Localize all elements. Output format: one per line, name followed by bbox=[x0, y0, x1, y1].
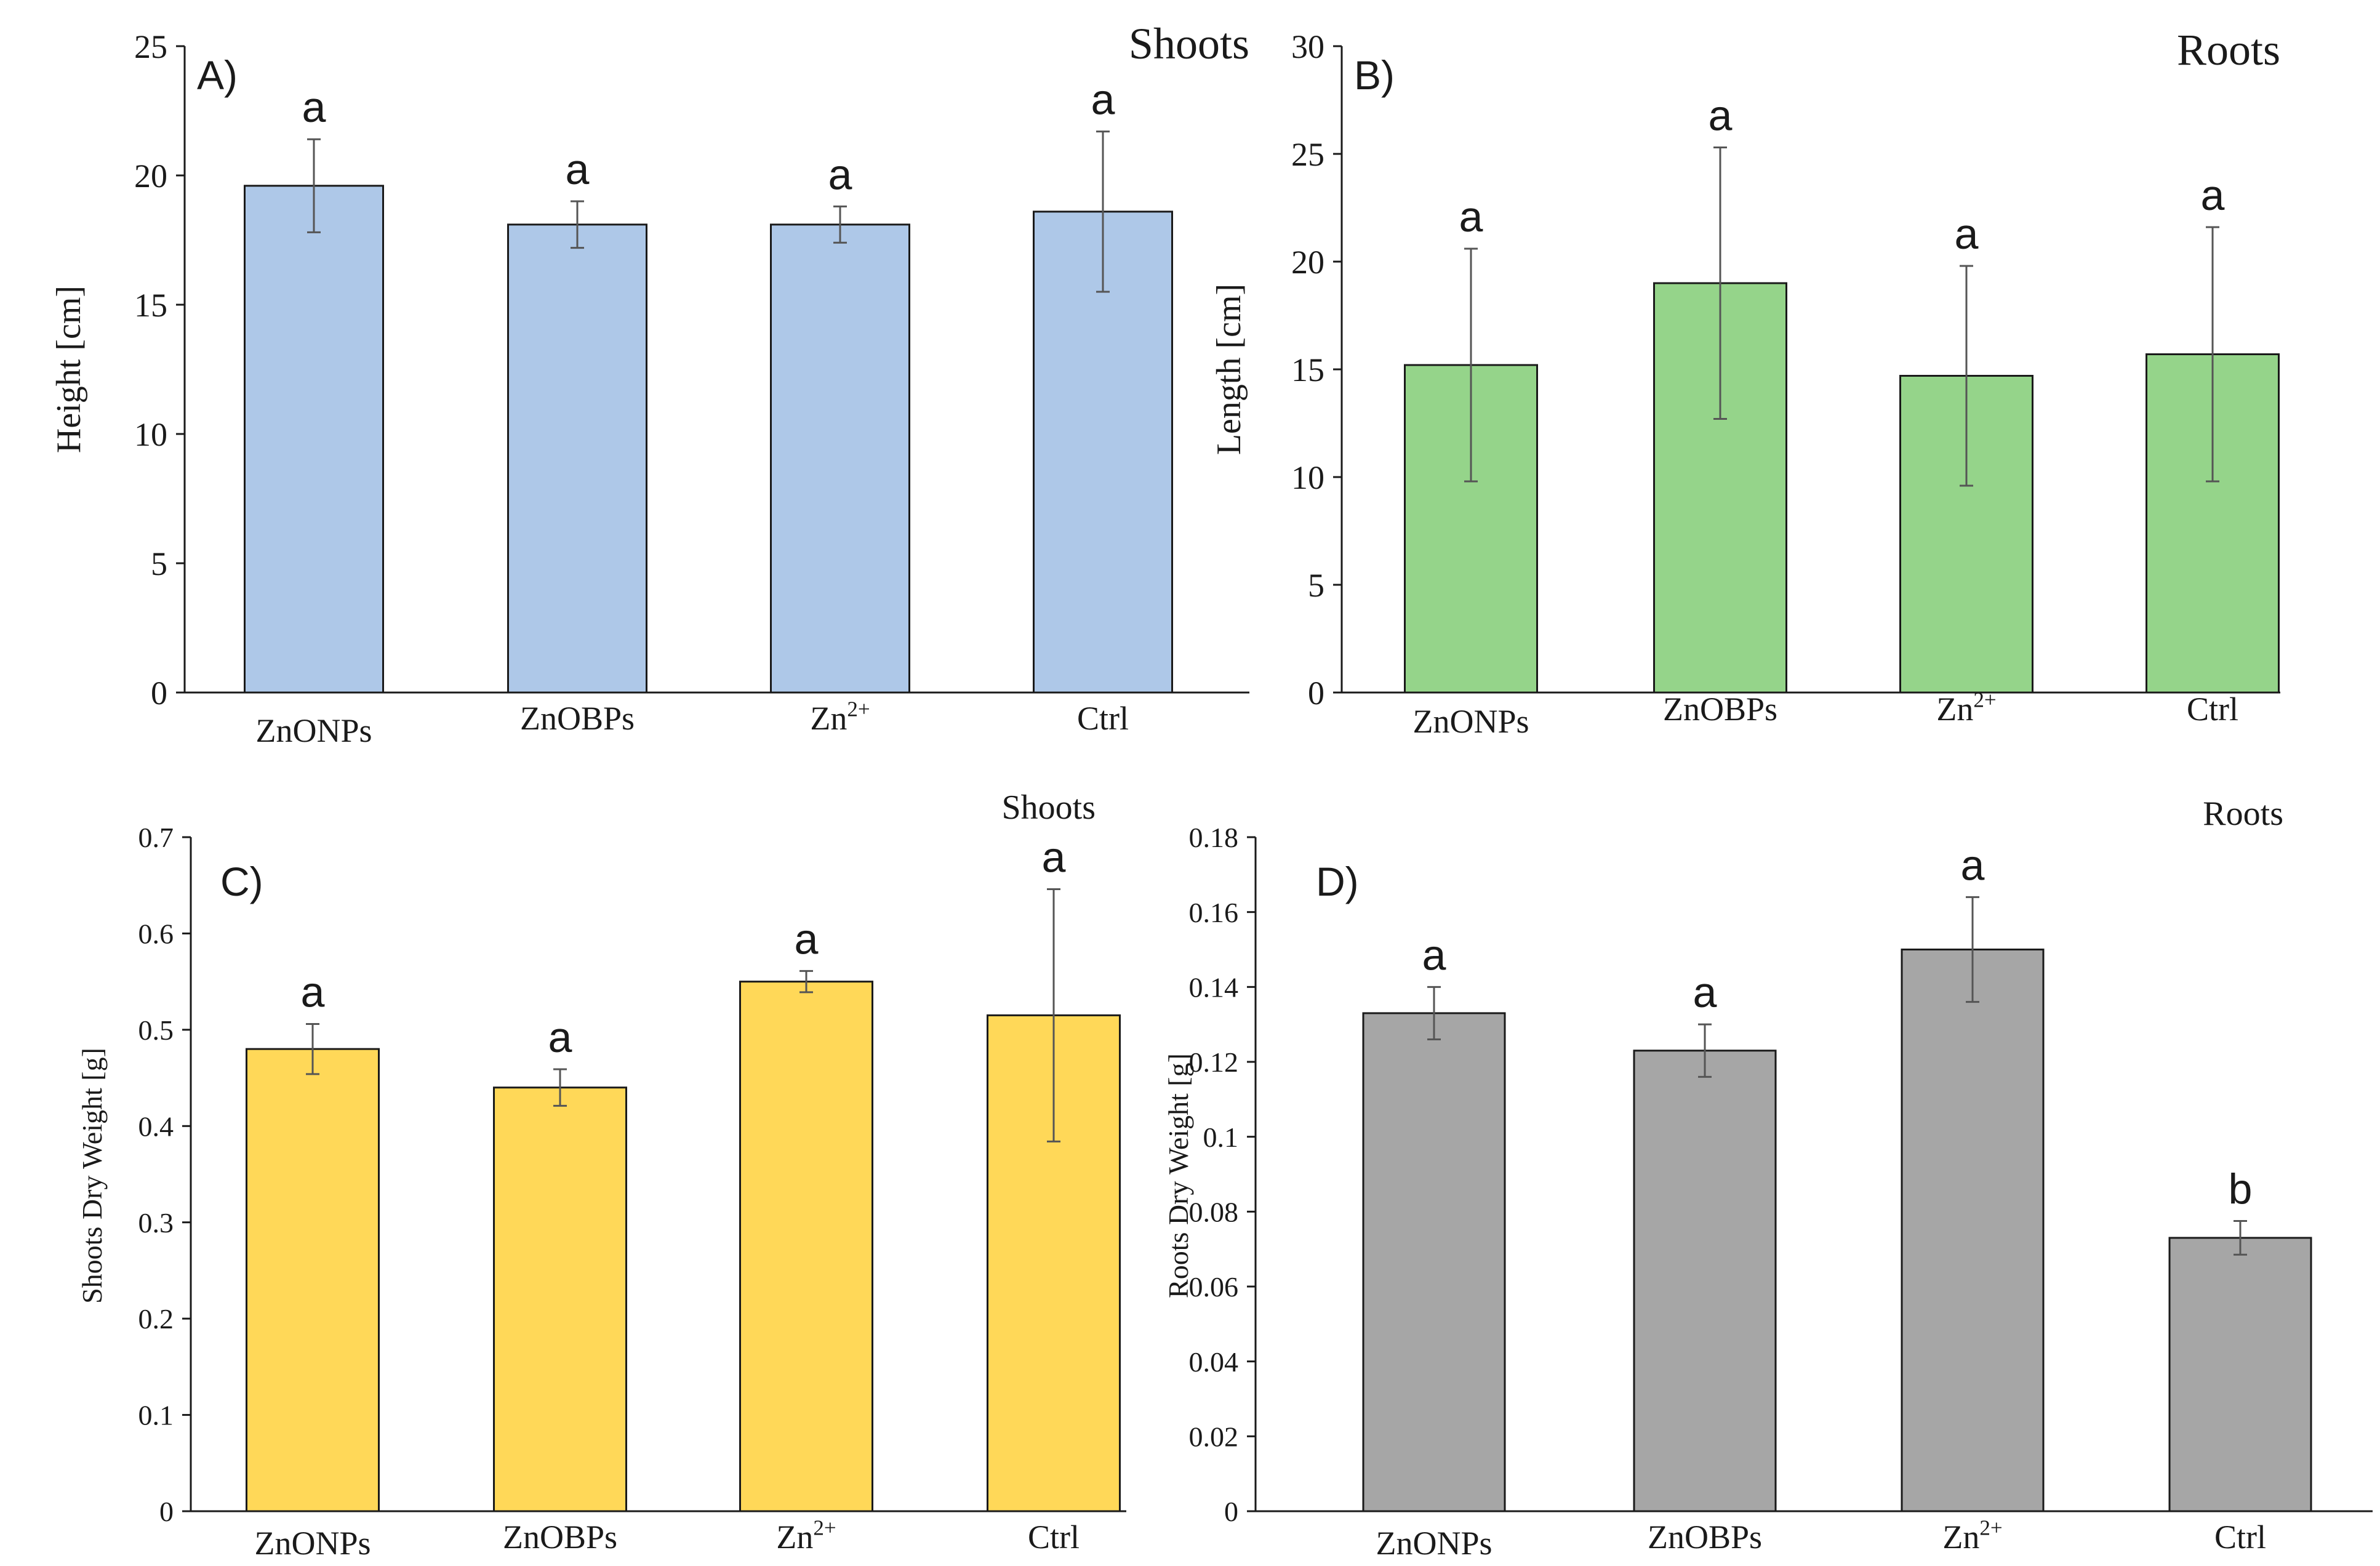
y-tick-label: 0.14 bbox=[1189, 971, 1239, 1003]
y-axis-title: Roots Dry Weight [g] bbox=[1163, 1053, 1194, 1298]
y-tick-label: 15 bbox=[134, 287, 167, 324]
x-category-label: ZnONPs bbox=[1412, 703, 1529, 740]
bar bbox=[739, 981, 873, 1512]
x-category-label: ZnONPs bbox=[255, 712, 372, 749]
panel-title: Roots bbox=[2203, 795, 2283, 833]
significance-label: a bbox=[302, 83, 326, 131]
chart-panel-c: 0 0.1 0.2 0.3 0.4 0.5 0.6 0.7 Shoots Dry Weight … bbox=[76, 789, 1126, 1562]
bar bbox=[1633, 1050, 1777, 1512]
y-tick-label: 0 bbox=[151, 675, 167, 712]
significance-label: a bbox=[795, 915, 819, 963]
x-category-label: ZnOBPs bbox=[520, 700, 635, 737]
bar bbox=[1362, 1012, 1506, 1512]
y-tick-label: 15 bbox=[1291, 351, 1324, 388]
y-tick-label: 5 bbox=[151, 545, 167, 582]
significance-label: a bbox=[1422, 931, 1446, 979]
x-category-label: Ctrl bbox=[2214, 1519, 2266, 1556]
x-category-label: Zn2+ bbox=[776, 1516, 836, 1556]
x-category-label: ZnONPs bbox=[254, 1525, 371, 1562]
y-tick-label: 30 bbox=[1291, 28, 1324, 65]
y-tick-label: 25 bbox=[134, 28, 167, 65]
y-tick-label: 0.5 bbox=[138, 1014, 174, 1046]
significance-label: a bbox=[1961, 841, 1985, 889]
y-tick-label: 0.04 bbox=[1189, 1346, 1239, 1378]
chart-panel-d: 0 0.02 0.04 0.06 0.08 0.1 0.12 0.14 0.16 0.18 Root… bbox=[1163, 795, 2373, 1562]
chart-panel-a: 0 5 10 15 20 25 Height [cm] Shoots A) a ZnONPs a ZnO… bbox=[50, 19, 1249, 749]
y-tick-label: 0.7 bbox=[138, 822, 174, 853]
y-tick-label: 20 bbox=[1291, 244, 1324, 281]
bar bbox=[2168, 1237, 2312, 1512]
significance-label: a bbox=[2201, 171, 2225, 219]
x-category-label: ZnOBPs bbox=[503, 1519, 617, 1556]
bar bbox=[246, 1048, 380, 1512]
y-tick-label: 0.12 bbox=[1189, 1046, 1239, 1078]
significance-label: a bbox=[1693, 968, 1717, 1016]
panel-label: B) bbox=[1354, 52, 1395, 98]
chart-panel-b: 0 5 10 15 20 25 30 Length [cm] Roots B) a ZnONPs a Zn… bbox=[1210, 25, 2280, 740]
x-category-label: Ctrl bbox=[2187, 691, 2238, 728]
significance-label: a bbox=[301, 968, 325, 1016]
x-category-label: ZnOBPs bbox=[1663, 691, 1777, 728]
y-tick-label: 0 bbox=[1224, 1496, 1238, 1527]
x-category-label: Zn2+ bbox=[1936, 688, 1996, 728]
y-tick-label: 0.6 bbox=[138, 918, 174, 950]
panel-title: Shoots bbox=[1002, 789, 1096, 827]
x-category-label: Zn2+ bbox=[1942, 1516, 2002, 1556]
significance-label: a bbox=[1709, 92, 1733, 140]
x-category-label: Ctrl bbox=[1028, 1519, 1080, 1556]
y-tick-label: 25 bbox=[1291, 136, 1324, 173]
significance-label: b bbox=[2229, 1165, 2253, 1213]
significance-label: a bbox=[566, 145, 590, 193]
significance-label: a bbox=[1955, 210, 1979, 258]
y-axis-title: Height [cm] bbox=[50, 286, 88, 453]
x-category-label: Ctrl bbox=[1077, 700, 1129, 737]
y-tick-label: 20 bbox=[134, 158, 167, 195]
significance-label: a bbox=[1042, 833, 1066, 881]
panel-title: Roots bbox=[2177, 25, 2280, 74]
x-category-label: ZnONPs bbox=[1376, 1525, 1492, 1562]
y-tick-label: 0 bbox=[1308, 675, 1324, 712]
y-tick-label: 5 bbox=[1308, 567, 1324, 604]
panel-title: Shoots bbox=[1129, 19, 1249, 68]
bar bbox=[244, 185, 384, 694]
y-tick-label: 0.4 bbox=[138, 1110, 174, 1142]
panel-label: A) bbox=[197, 52, 238, 98]
bar bbox=[493, 1086, 627, 1512]
y-tick-label: 10 bbox=[1291, 459, 1324, 496]
y-tick-label: 0.3 bbox=[138, 1207, 174, 1239]
y-tick-label: 0.1 bbox=[138, 1400, 174, 1431]
y-tick-label: 0.06 bbox=[1189, 1271, 1239, 1303]
x-category-label: ZnOBPs bbox=[1648, 1519, 1762, 1556]
y-tick-label: 0.16 bbox=[1189, 897, 1239, 928]
y-tick-label: 0.2 bbox=[138, 1303, 174, 1335]
panel-label: C) bbox=[220, 859, 263, 904]
significance-label: a bbox=[1091, 76, 1115, 124]
significance-label: a bbox=[1459, 193, 1483, 241]
y-axis-title: Shoots Dry Weight [g] bbox=[76, 1048, 108, 1304]
bar bbox=[1901, 949, 2045, 1512]
significance-label: a bbox=[548, 1013, 572, 1061]
bar bbox=[770, 223, 910, 694]
y-axis-title: Length [cm] bbox=[1210, 284, 1248, 455]
y-tick-label: 0.18 bbox=[1189, 822, 1239, 853]
panel-label: D) bbox=[1316, 859, 1359, 904]
y-tick-label: 0 bbox=[159, 1496, 174, 1527]
y-tick-label: 0.08 bbox=[1189, 1196, 1239, 1227]
y-tick-label: 0.02 bbox=[1189, 1421, 1239, 1452]
significance-label: a bbox=[828, 150, 852, 198]
y-tick-label: 0.1 bbox=[1203, 1122, 1239, 1153]
bar bbox=[507, 223, 647, 694]
x-category-label: Zn2+ bbox=[810, 697, 870, 737]
y-tick-label: 10 bbox=[134, 416, 167, 453]
